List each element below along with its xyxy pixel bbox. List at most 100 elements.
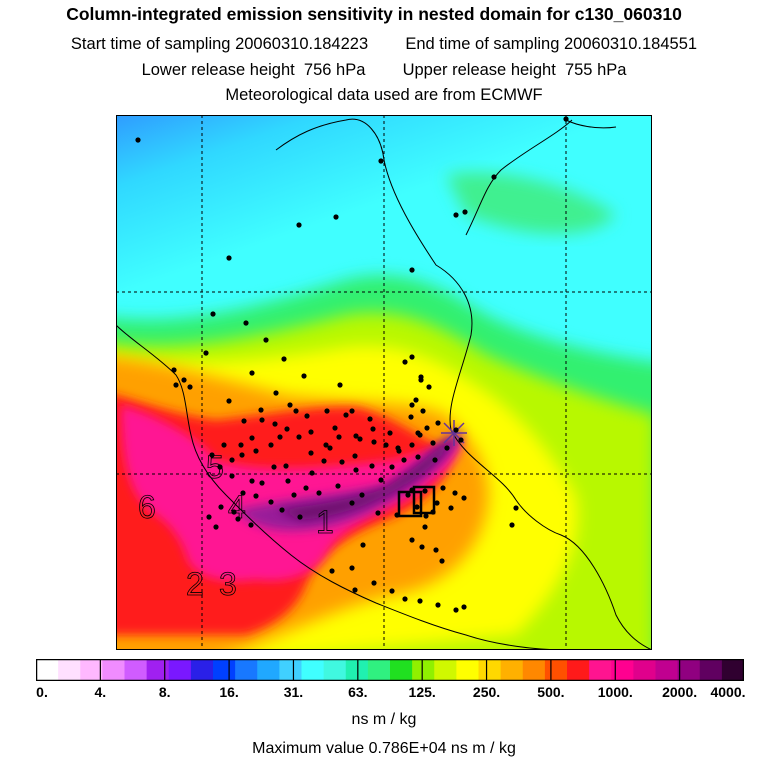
station-dot [448,505,454,511]
grid-lines [116,115,652,650]
colorbar-tick-label: 125. [408,684,436,700]
station-dot [401,457,407,463]
field-magenta [121,405,462,582]
station-dot [327,445,333,451]
station-dot [316,490,322,496]
station-dot [343,412,349,418]
station-dot [371,580,377,586]
maximum-value-line: Maximum value 0.786E+04 ns m / kg [252,740,516,757]
station-dot [248,522,254,528]
colorbar-cell [58,659,81,681]
station-dot [402,359,408,365]
colorbar-cell [721,659,744,681]
station-dot [240,490,246,496]
station-dot [329,568,335,574]
station-dot [213,524,219,530]
station-dot [268,499,274,505]
colorbar-cell [301,659,325,681]
station-dot [272,421,278,427]
colorbar-cell [655,659,679,681]
upper-release-value: 755 hPa [564,61,627,79]
colorbar-cell [124,659,148,681]
station-dot [444,445,450,451]
colorbar-cell [522,659,546,681]
station-dot [173,382,179,388]
colorbar-tick-label: 1000. [597,684,633,700]
station-dot [417,598,423,604]
colorbar-tick-label: 500. [537,684,565,700]
start-value: 20060310.184223 [235,35,369,53]
station-dot [405,492,411,498]
colorbar-cell [677,659,701,681]
station-dot [203,350,209,356]
station-dot [509,522,515,528]
lower-release-label: Lower release height [141,61,295,79]
station-dot [181,377,187,383]
station-dot [291,492,297,498]
station-dot [259,480,265,486]
colorbar-cell [567,659,590,681]
station-dot [349,500,355,506]
colorbar-cell [412,659,435,681]
station-dot [293,408,299,414]
station-dot [375,510,381,516]
station-dot [217,464,223,470]
station-dot [435,420,441,426]
colorbar-cell [345,659,369,681]
met-data-line: Meteorological data used are from ECMWF [225,86,543,104]
field-purple-dark [276,437,452,520]
colorbar-cell [633,659,657,681]
colorbar-cell [36,659,59,681]
station-dot [226,398,232,404]
station-dot [394,512,400,518]
end-label: End time of sampling [405,35,560,53]
station-dot [563,116,569,122]
station-dot [426,384,432,390]
station-dot [402,596,408,602]
field-purple [236,430,462,531]
station-dot [221,442,227,448]
station-dot [389,464,395,470]
station-dot [324,408,330,414]
station-dot [359,492,365,498]
upper-release-label: Upper release height [402,61,556,79]
colorbar-cell [235,659,258,681]
colorbar-cell [323,659,347,681]
colorbar-cell [257,659,280,681]
release-star [441,420,467,446]
colorbar-cell [478,659,502,681]
station-dot [452,490,458,496]
station-dot [249,370,255,376]
page-title: Column-integrated emission sensitivity i… [66,4,682,24]
map-label-2: 2 [186,566,204,602]
station-dot [249,478,255,484]
station-dot [238,442,244,448]
station-dot [258,407,264,413]
station-dot [281,356,287,362]
colorbar-tick-label: 8. [158,684,171,700]
station-dot [434,500,440,506]
station-dot [387,430,393,436]
station-dot [409,267,415,273]
colorbar-cell [456,659,480,681]
station-dot [430,509,436,515]
start-label: Start time of sampling [70,35,231,53]
station-dot [378,477,384,483]
station-dot [206,514,212,520]
station-dot [423,513,429,519]
station-dot [513,505,519,511]
station-dot [430,440,436,446]
station-dot [409,537,415,543]
station-dot [415,454,421,460]
station-dot [249,435,255,441]
station-dot [424,425,430,431]
station-dot [420,408,426,414]
station-dot [409,402,415,408]
station-dot [187,384,193,390]
colorbar-cell [434,659,457,681]
colorbar-cell [544,659,568,681]
emission-sensitivity-map: 6 4 5 2 3 1 [116,115,652,650]
station-dot [332,425,338,431]
station-dot [279,507,285,513]
station-dot [268,442,274,448]
